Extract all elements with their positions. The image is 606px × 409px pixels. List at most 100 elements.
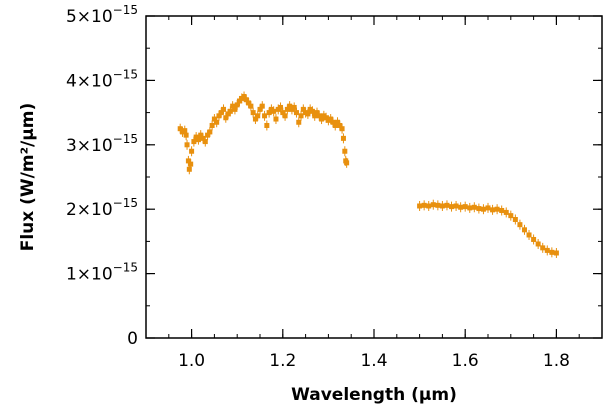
data-point: [278, 104, 284, 110]
data-point: [342, 148, 348, 154]
data-point: [243, 97, 249, 103]
data-point: [214, 119, 220, 125]
data-point: [340, 135, 346, 141]
data-point: [453, 203, 459, 209]
data-point: [266, 110, 272, 116]
data-point: [280, 110, 286, 116]
data-point: [191, 139, 197, 145]
data-point: [255, 113, 261, 119]
data-point: [211, 116, 217, 122]
data-point: [512, 217, 518, 223]
data-point: [185, 158, 191, 164]
data-point: [337, 122, 343, 128]
data-point: [227, 108, 233, 114]
data-point: [177, 126, 183, 132]
data-point: [430, 202, 436, 208]
data-point: [476, 206, 482, 212]
y-tick-label: 0: [127, 329, 138, 349]
data-point: [323, 115, 329, 121]
data-point: [421, 202, 427, 208]
x-tick-label: 1.6: [452, 351, 479, 371]
data-point: [293, 110, 299, 116]
data-point: [282, 113, 288, 119]
data-point: [241, 94, 247, 99]
data-point: [339, 126, 345, 132]
data-point: [234, 102, 240, 108]
data-point: [250, 110, 256, 116]
data-point: [462, 204, 468, 210]
data-point: [195, 137, 201, 143]
data-point: [188, 161, 194, 167]
x-tick-label: 1.4: [360, 351, 387, 371]
data-point: [183, 132, 189, 138]
data-point: [209, 122, 215, 128]
data-point: [517, 222, 523, 228]
data-point: [319, 116, 325, 122]
data-point: [300, 106, 306, 112]
y-tick-label: 3×10−15: [66, 132, 138, 156]
data-point: [186, 166, 192, 172]
data-point: [207, 129, 213, 135]
data-point: [480, 206, 486, 212]
data-point: [332, 122, 338, 128]
data-point: [264, 122, 270, 128]
data-point: [526, 232, 532, 238]
data-point: [540, 245, 546, 251]
y-axis-ticks: 0 1×10−15 2×10−15 3×10−15 4×10−15 5×10−15: [66, 3, 602, 349]
data-point: [230, 103, 236, 109]
data-point: [316, 113, 322, 119]
plot-frame: [145, 15, 603, 339]
data-point: [205, 132, 211, 138]
data-point: [202, 139, 208, 145]
data-point: [531, 236, 537, 242]
data-point: [193, 134, 199, 140]
data-point: [521, 227, 527, 233]
y-tick-label: 1×10−15: [66, 261, 138, 285]
data-point: [499, 207, 505, 213]
data-point: [223, 115, 229, 121]
data-point: [257, 106, 263, 112]
data-point: [225, 111, 231, 117]
data-point: [309, 108, 315, 114]
data-point: [467, 205, 473, 211]
data-point: [184, 142, 190, 148]
data-point: [344, 160, 350, 166]
x-axis-title: Wavelength (μm): [291, 385, 457, 405]
data-point: [232, 106, 238, 112]
y-tick-label: 4×10−15: [66, 67, 138, 91]
data-point: [273, 116, 279, 122]
data-point: [218, 110, 224, 116]
data-point: [435, 202, 441, 208]
data-point: [417, 203, 423, 209]
data-point: [328, 116, 334, 122]
data-point: [182, 128, 188, 134]
data-point: [246, 100, 252, 106]
data-point: [314, 110, 320, 116]
x-axis-ticks: 1.0 1.2 1.4 1.6 1.8: [145, 16, 603, 371]
data-points: [177, 91, 559, 258]
x-tick-label: 1.0: [178, 351, 205, 371]
data-point: [458, 204, 464, 210]
data-point: [189, 148, 195, 154]
x-tick-label: 1.2: [269, 351, 296, 371]
data-point: [252, 116, 258, 122]
data-point: [262, 113, 268, 119]
data-point: [284, 106, 290, 112]
data-point: [216, 113, 222, 119]
data-point: [553, 250, 559, 256]
data-point: [271, 108, 277, 114]
y-axis-title: Flux (W/m²/μm): [18, 103, 38, 252]
data-point: [198, 132, 204, 138]
data-point: [535, 241, 541, 247]
data-point: [291, 104, 297, 110]
data-point: [503, 209, 509, 215]
data-point: [287, 103, 293, 109]
data-point: [449, 204, 455, 210]
data-point: [221, 106, 227, 112]
data-point: [508, 213, 514, 219]
data-point: [200, 135, 206, 141]
data-point: [490, 207, 496, 213]
data-point: [236, 98, 242, 104]
data-point: [312, 113, 318, 119]
